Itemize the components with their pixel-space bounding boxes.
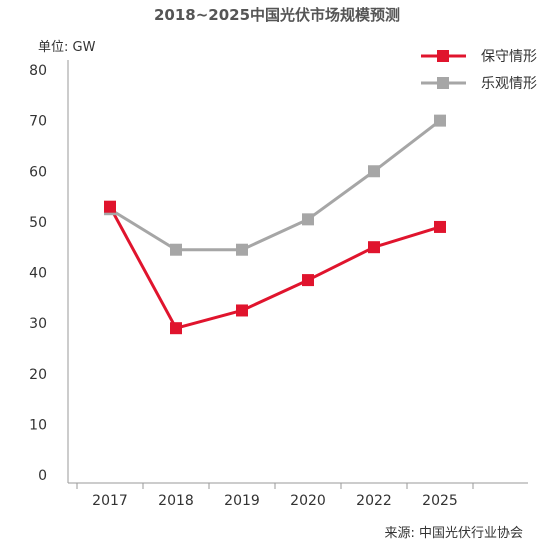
data-point-conservative: [104, 200, 116, 213]
data-point-optimistic: [236, 243, 248, 256]
y-tick-label: 20: [29, 367, 47, 383]
y-tick-label: 30: [29, 316, 47, 332]
x-tick-label: 2017: [92, 493, 128, 509]
unit-label: 单位: GW: [38, 40, 96, 55]
data-point-conservative: [302, 274, 314, 287]
legend-marker-optimistic: [437, 77, 449, 89]
series-lines: [108, 119, 441, 330]
data-point-conservative: [434, 220, 446, 233]
x-tick-label: 2025: [422, 493, 458, 509]
source-note: 来源: 中国光伏行业协会: [384, 526, 523, 541]
legend-label-optimistic: 乐观情形: [481, 76, 537, 92]
data-point-optimistic: [302, 213, 314, 226]
legend: 保守情形 乐观情形: [421, 49, 537, 92]
chart-title: 2018~2025中国光伏市场规模预测: [154, 6, 400, 24]
series-line-optimistic: [109, 119, 441, 252]
series-line-conservative: [108, 205, 441, 330]
y-tick-label: 0: [38, 468, 47, 484]
y-tick-label: 10: [29, 417, 47, 433]
legend-marker-conservative: [437, 50, 449, 62]
data-point-optimistic: [170, 243, 182, 256]
y-tick-label: 40: [29, 266, 47, 282]
y-tick-label: 60: [29, 164, 47, 180]
x-axis-ticks: 2017 2018 2019 2020 2022 2025: [76, 483, 474, 509]
data-point-optimistic: [368, 165, 380, 178]
y-tick-label: 70: [29, 114, 47, 130]
y-tick-labels: 0 10 20 30 40 50 60 70 80: [29, 63, 47, 484]
x-tick-label: 2018: [158, 493, 194, 509]
data-point-optimistic: [434, 114, 446, 127]
data-point-conservative: [236, 304, 248, 317]
x-tick-label: 2019: [224, 493, 260, 509]
x-tick-label: 2022: [356, 493, 392, 509]
data-point-conservative: [170, 322, 182, 335]
y-tick-label: 80: [29, 63, 47, 79]
x-tick-label: 2020: [290, 493, 326, 509]
data-point-conservative: [368, 241, 380, 254]
series-markers: [104, 114, 446, 335]
y-tick-label: 50: [29, 215, 47, 231]
legend-label-conservative: 保守情形: [481, 49, 537, 65]
